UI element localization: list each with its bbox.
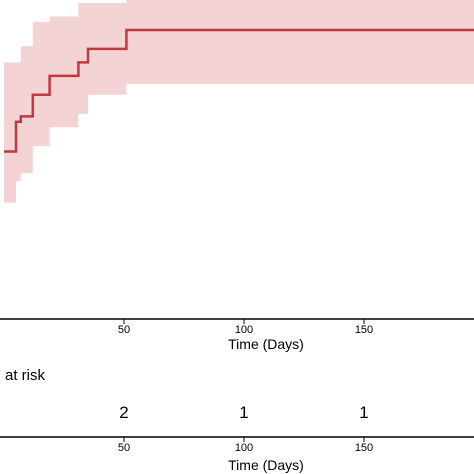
risk-x-tick-label-100: 100 xyxy=(235,442,253,454)
survival-curve xyxy=(4,28,474,153)
risk-count-150: 1 xyxy=(359,403,368,422)
risk-count-100: 1 xyxy=(239,403,248,422)
risk-x-axis-title: Time (Days) xyxy=(228,457,304,473)
confidence-band-layer xyxy=(4,0,474,203)
main-x-tick-label-150: 150 xyxy=(355,324,373,336)
main-x-axis-title: Time (Days) xyxy=(228,336,304,352)
main-x-tick-label-100: 100 xyxy=(235,324,253,336)
main-x-tick-label-50: 50 xyxy=(118,324,130,336)
risk-table-title: at risk xyxy=(5,367,46,384)
survival-curve-layer xyxy=(4,28,474,153)
risk-x-tick-label-150: 150 xyxy=(355,442,373,454)
risk-x-tick-label-50: 50 xyxy=(118,442,130,454)
risk-x-ticks: 50100150200 xyxy=(118,437,373,454)
confidence-band xyxy=(4,0,474,203)
risk-count-50: 2 xyxy=(119,403,128,422)
main-x-ticks: 50100150200 xyxy=(118,319,373,336)
risk-table-counts: 2111 xyxy=(119,403,368,422)
